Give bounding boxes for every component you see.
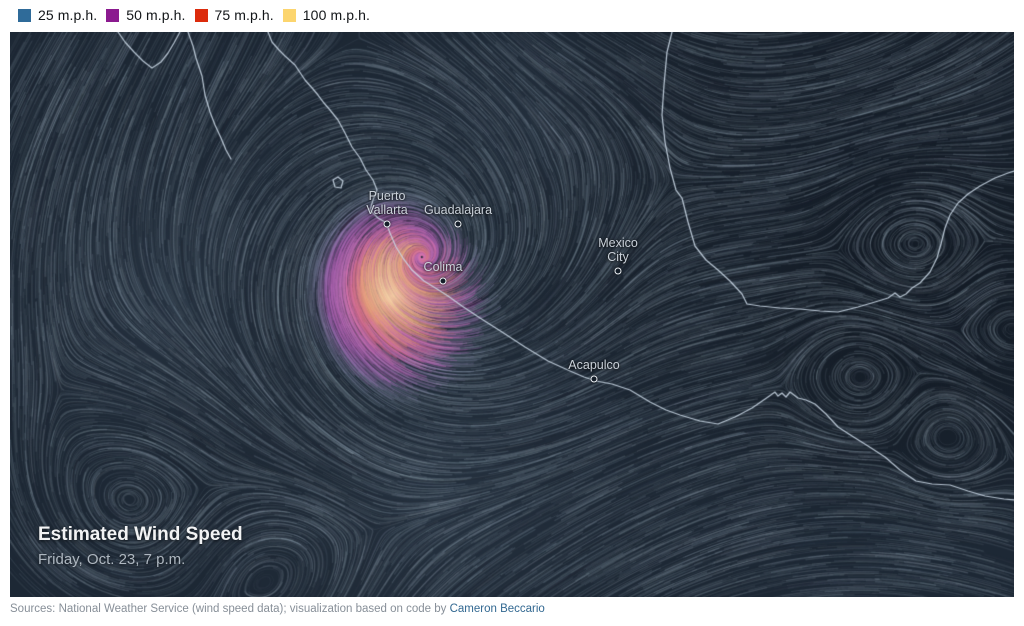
- legend-label: 25 m.p.h.: [38, 7, 98, 23]
- legend-item: 75 m.p.h.: [194, 7, 274, 23]
- city-dot: [614, 267, 622, 275]
- legend-item: 50 m.p.h.: [106, 7, 185, 23]
- legend-item: 100 m.p.h.: [282, 7, 370, 23]
- city-layer: Puerto Vallarta Guadalajara Colima Mexico Cit…: [10, 32, 1014, 597]
- source-text: Sources: National Weather Service (wind …: [10, 603, 450, 615]
- city-dot: [383, 220, 391, 228]
- credit-link[interactable]: Cameron Beccario: [449, 603, 545, 615]
- city-label: Puerto Vallarta: [366, 189, 408, 217]
- legend-swatch: [18, 8, 31, 22]
- legend-label: 100 m.p.h.: [302, 7, 370, 23]
- city-dot: [590, 375, 598, 383]
- legend-swatch: [194, 8, 208, 22]
- map-title: Estimated Wind Speed: [38, 524, 243, 545]
- city-dot: [454, 220, 462, 228]
- map-title-block: Estimated Wind Speed Friday, Oct. 23, 7 …: [38, 524, 243, 568]
- wind-flow-canvas: [10, 32, 1014, 597]
- legend-item: 25 m.p.h.: [18, 7, 97, 23]
- wind-speed-legend: 25 m.p.h. 50 m.p.h. 75 m.p.h. 100 m.p.h.: [0, 0, 1024, 30]
- city-label: Colima: [423, 260, 463, 274]
- city-label: Mexico City: [598, 236, 638, 264]
- source-line: Sources: National Weather Service (wind …: [10, 603, 545, 615]
- city-label: Acapulco: [568, 358, 620, 372]
- legend-label: 75 m.p.h.: [214, 7, 274, 23]
- legend-label: 50 m.p.h.: [126, 7, 186, 23]
- city-dot: [439, 277, 447, 285]
- legend-swatch: [282, 8, 296, 22]
- city-label: Guadalajara: [423, 203, 493, 217]
- map-date: Friday, Oct. 23, 7 p.m.: [38, 551, 186, 568]
- legend-swatch: [106, 8, 120, 22]
- wind-map: Puerto Vallarta Guadalajara Colima Mexico Cit…: [10, 32, 1014, 597]
